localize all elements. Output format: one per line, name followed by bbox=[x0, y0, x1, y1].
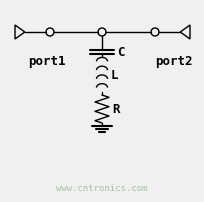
Text: L: L bbox=[110, 69, 118, 82]
Text: port1: port1 bbox=[28, 55, 65, 68]
Text: R: R bbox=[111, 103, 119, 116]
Text: www.cntronics.com: www.cntronics.com bbox=[56, 183, 147, 192]
Text: port2: port2 bbox=[154, 55, 192, 68]
Text: C: C bbox=[116, 46, 124, 59]
